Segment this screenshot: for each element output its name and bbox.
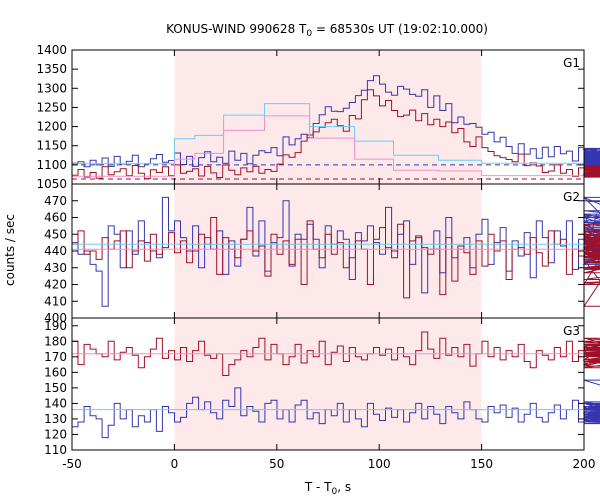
y-tick-label: 140 (44, 396, 67, 410)
y-tick-label: 1150 (36, 139, 67, 153)
y-tick-label: 160 (44, 365, 67, 379)
y-tick-label: 440 (44, 244, 67, 258)
y-tick-label: 1050 (36, 177, 67, 191)
y-tick-label: 1400 (36, 43, 67, 57)
x-tick-label: 200 (573, 457, 596, 471)
fit-curve-lightblue (72, 103, 584, 165)
x-tick-label: 0 (171, 457, 179, 471)
y-tick-label: 1250 (36, 100, 67, 114)
y-tick-label: 1350 (36, 62, 67, 76)
counts-series-red (72, 217, 600, 307)
y-tick-label: 180 (44, 334, 67, 348)
x-tick-label: 50 (269, 457, 284, 471)
x-tick-label: -50 (62, 457, 82, 471)
x-tick-label: 100 (368, 457, 391, 471)
y-tick-label: 430 (44, 261, 67, 275)
y-tick-label: 110 (44, 443, 67, 457)
chart-title: KONUS-WIND 990628 T0 = 68530s UT (19:02:… (166, 22, 488, 39)
y-tick-label: 1100 (36, 158, 67, 172)
y-tick-label: 400 (44, 311, 67, 325)
counts-series-red (72, 89, 600, 180)
y-tick-label: 450 (44, 227, 67, 241)
y-tick-label: 1200 (36, 120, 67, 134)
panel-G1: 1050 1100 1150 1200 1250 1300 1350 1400 G1 (36, 43, 600, 191)
fit-curve-pink (72, 115, 584, 177)
y-tick-label: 130 (44, 412, 67, 426)
y-tick-label: 150 (44, 381, 67, 395)
y-tick-label: 120 (44, 427, 67, 441)
y-tick-label: 460 (44, 211, 67, 225)
counts-series-blue (72, 379, 600, 439)
panel-G2: 400 410 420 430 440 450 460 470 G2 (44, 183, 600, 325)
panel-label: G1 (563, 56, 580, 70)
panel-label: G2 (563, 190, 580, 204)
y-tick-label: 170 (44, 350, 67, 364)
shaded-interval (174, 50, 482, 184)
x-axis-title: T - T0, s (304, 480, 351, 497)
y-axis-title: counts / sec (3, 214, 17, 286)
counts-series-blue (72, 75, 600, 168)
y-tick-label: 420 (44, 278, 67, 292)
panels-group: 10501100115012001250130013501400G1400410… (36, 43, 600, 471)
shaded-interval (174, 184, 482, 318)
shaded-interval (174, 318, 482, 450)
y-tick-label: 470 (44, 194, 67, 208)
y-tick-label: 190 (44, 319, 67, 333)
panel-frame (71, 317, 585, 451)
y-tick-label: 410 (44, 294, 67, 308)
x-tick-label: 150 (470, 457, 493, 471)
y-tick-label: 1300 (36, 81, 67, 95)
panel-label: G3 (563, 324, 580, 338)
